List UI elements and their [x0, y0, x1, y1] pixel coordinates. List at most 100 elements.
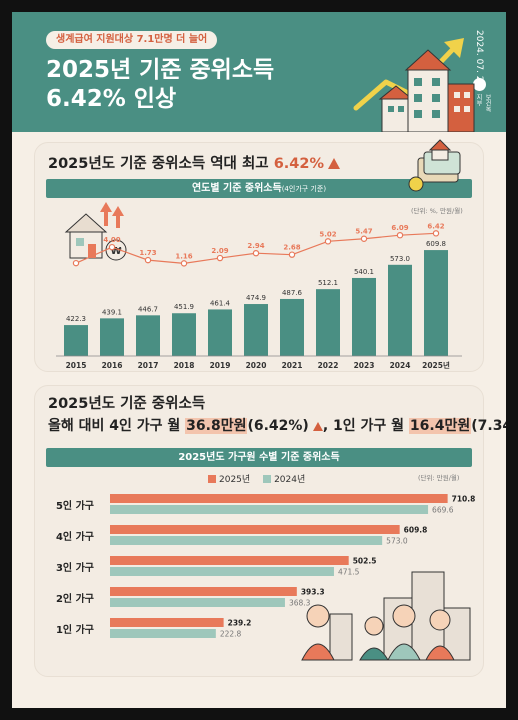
growth-rate-label: 6.09: [391, 224, 408, 232]
year-bar: [208, 309, 232, 356]
year-bar: [136, 315, 160, 356]
page-title: 2025년 기준 중위소득 6.42% 인상: [46, 56, 274, 114]
year-bar: [244, 304, 268, 356]
household-value-2025: 609.8: [404, 526, 428, 535]
x-tick-label: 2017: [138, 361, 159, 370]
family-illustration: [301, 571, 471, 661]
yearly-chart-title-note: (4인가구 기준): [281, 185, 327, 193]
infographic-poster: 생계급여 지원대상 7.1만명 더 늘어 2025년 기준 중위소득 6.42%…: [12, 12, 506, 708]
household-chart-legend: 2025년 2024년: [208, 472, 315, 485]
growth-rate-point: [144, 256, 152, 264]
page-title-line1: 2025년 기준 중위소득: [46, 57, 275, 83]
building-icon: [378, 49, 475, 132]
household-value-2024: 222.8: [220, 630, 242, 639]
household-chart-title: 2025년도 가구원 수별 기준 중위소득: [46, 448, 472, 467]
growth-rate-label: 5.02: [319, 230, 336, 238]
summary-highlight-1person: 16.4만원: [408, 418, 472, 434]
x-tick-label: 2020: [246, 361, 267, 370]
bar-value-label: 512.1: [318, 279, 338, 287]
svg-text:₩: ₩: [110, 246, 121, 257]
household-category-label: 4인 가구: [56, 530, 94, 543]
summary-text-b: , 1인 가구 월: [322, 418, 409, 434]
year-bar: [316, 289, 340, 356]
summary-pct-1person: (7.34%): [471, 418, 506, 434]
household-category-label: 3인 가구: [56, 561, 94, 574]
up-arrow-icon: [328, 158, 340, 169]
bar-value-label: 451.9: [174, 303, 194, 311]
section1-title-text: 2025년도 기준 중위소득 역대 최고: [48, 156, 274, 172]
header-banner: 생계급여 지원대상 7.1만명 더 늘어 2025년 기준 중위소득 6.42%…: [12, 12, 506, 132]
household-value-2024: 573.0: [386, 537, 408, 546]
household-chart-unit: (단위: 만원/월): [418, 474, 460, 482]
x-tick-label: 2024: [390, 361, 411, 370]
household-category-label: 5인 가구: [56, 499, 94, 512]
year-bar: [64, 325, 88, 356]
legend-swatch-2024: [263, 475, 272, 483]
x-tick-label: 2023: [354, 361, 375, 370]
section1-title-accent: 6.42%: [273, 156, 324, 172]
money-hand-illustration: [408, 139, 461, 192]
household-bar-2024: [110, 567, 334, 576]
release-date: 2024. 07. 25: [474, 30, 484, 88]
summary-text-a: 올해 대비 4인 가구 월: [48, 418, 186, 434]
ministry-name: 보건복지부: [475, 94, 491, 112]
x-tick-label: 2019: [210, 361, 231, 370]
legend-label-2025: 2025년: [219, 475, 251, 485]
growth-rate-label: 2.68: [283, 244, 300, 252]
summary-highlight-4person: 36.8만원: [185, 418, 248, 434]
growth-rate-point: [360, 235, 368, 242]
growth-rate-label: 1.73: [139, 249, 156, 257]
household-bar-2024: [110, 598, 285, 607]
x-tick-label: 2022: [318, 361, 339, 370]
growth-rate-label: 6.42: [427, 222, 444, 230]
household-bar-2024: [110, 505, 429, 514]
growth-rate-label: 1.16: [175, 252, 192, 260]
bar-value-label: 422.3: [66, 315, 86, 323]
growth-rate-point: [180, 260, 188, 267]
chart-drawing-layer: ₩ 422.3 2015 439.1 2016 446.7 2017 451.9 2018 46…: [56, 139, 475, 661]
yearly-chart-title: 연도별 기준 중위소득(4인가구 기준): [46, 179, 472, 198]
year-bar: [100, 318, 124, 356]
section1-title: 2025년도 기준 중위소득 역대 최고 6.42%: [48, 152, 340, 173]
growth-rate-label: 2.09: [211, 247, 228, 255]
legend-item-2025: 2025년: [208, 472, 250, 485]
summary-pct-4person: (6.42%): [247, 418, 309, 434]
x-tick-label: 2018: [174, 361, 195, 370]
household-bar-2025: [110, 587, 297, 596]
household-value-2024: 471.5: [338, 568, 360, 577]
x-tick-label: 2015: [66, 361, 87, 370]
household-bar-2024: [110, 536, 383, 545]
bar-value-label: 446.7: [138, 305, 158, 313]
household-bar-2024: [110, 629, 216, 638]
bar-value-label: 609.8: [426, 240, 446, 248]
x-tick-label: 2016: [102, 361, 123, 370]
year-bar: [280, 298, 304, 356]
household-bar-2025: [110, 494, 448, 503]
legend-label-2024: 2024년: [274, 475, 306, 485]
growth-rate-label: 4.00: [103, 236, 120, 244]
bar-value-label: 461.4: [210, 299, 231, 307]
year-bar: [352, 277, 376, 356]
household-value-2024: 368.3: [289, 599, 311, 608]
household-value-2025: 239.2: [228, 619, 252, 628]
household-bar-2025: [110, 525, 400, 534]
growth-rate-point: [216, 254, 224, 262]
page-title-line2: 6.42% 인상: [46, 86, 177, 112]
growth-rate-point: [396, 231, 404, 239]
subtitle-pill: 생계급여 지원대상 7.1만명 더 늘어: [46, 31, 218, 49]
section2-summary: 올해 대비 4인 가구 월 36.8만원(6.42%) , 1인 가구 월 16.…: [48, 415, 506, 435]
growth-rate-point: [288, 251, 296, 258]
ministry-emblem-icon: [473, 78, 486, 91]
yearly-chart-title-text: 연도별 기준 중위소득: [191, 183, 282, 194]
up-arrow-icon: [312, 422, 323, 431]
x-tick-label: 2021: [282, 361, 303, 370]
year-bar: [424, 250, 448, 356]
household-value-2025: 502.5: [353, 557, 377, 566]
year-bar: [172, 313, 196, 356]
bar-value-label: 474.9: [246, 294, 266, 302]
growth-rate-label: 2.94: [247, 242, 264, 250]
growth-rate-point: [432, 230, 440, 237]
year-bar: [388, 264, 412, 356]
household-value-2024: 669.6: [432, 506, 454, 515]
household-category-label: 1인 가구: [56, 623, 94, 636]
